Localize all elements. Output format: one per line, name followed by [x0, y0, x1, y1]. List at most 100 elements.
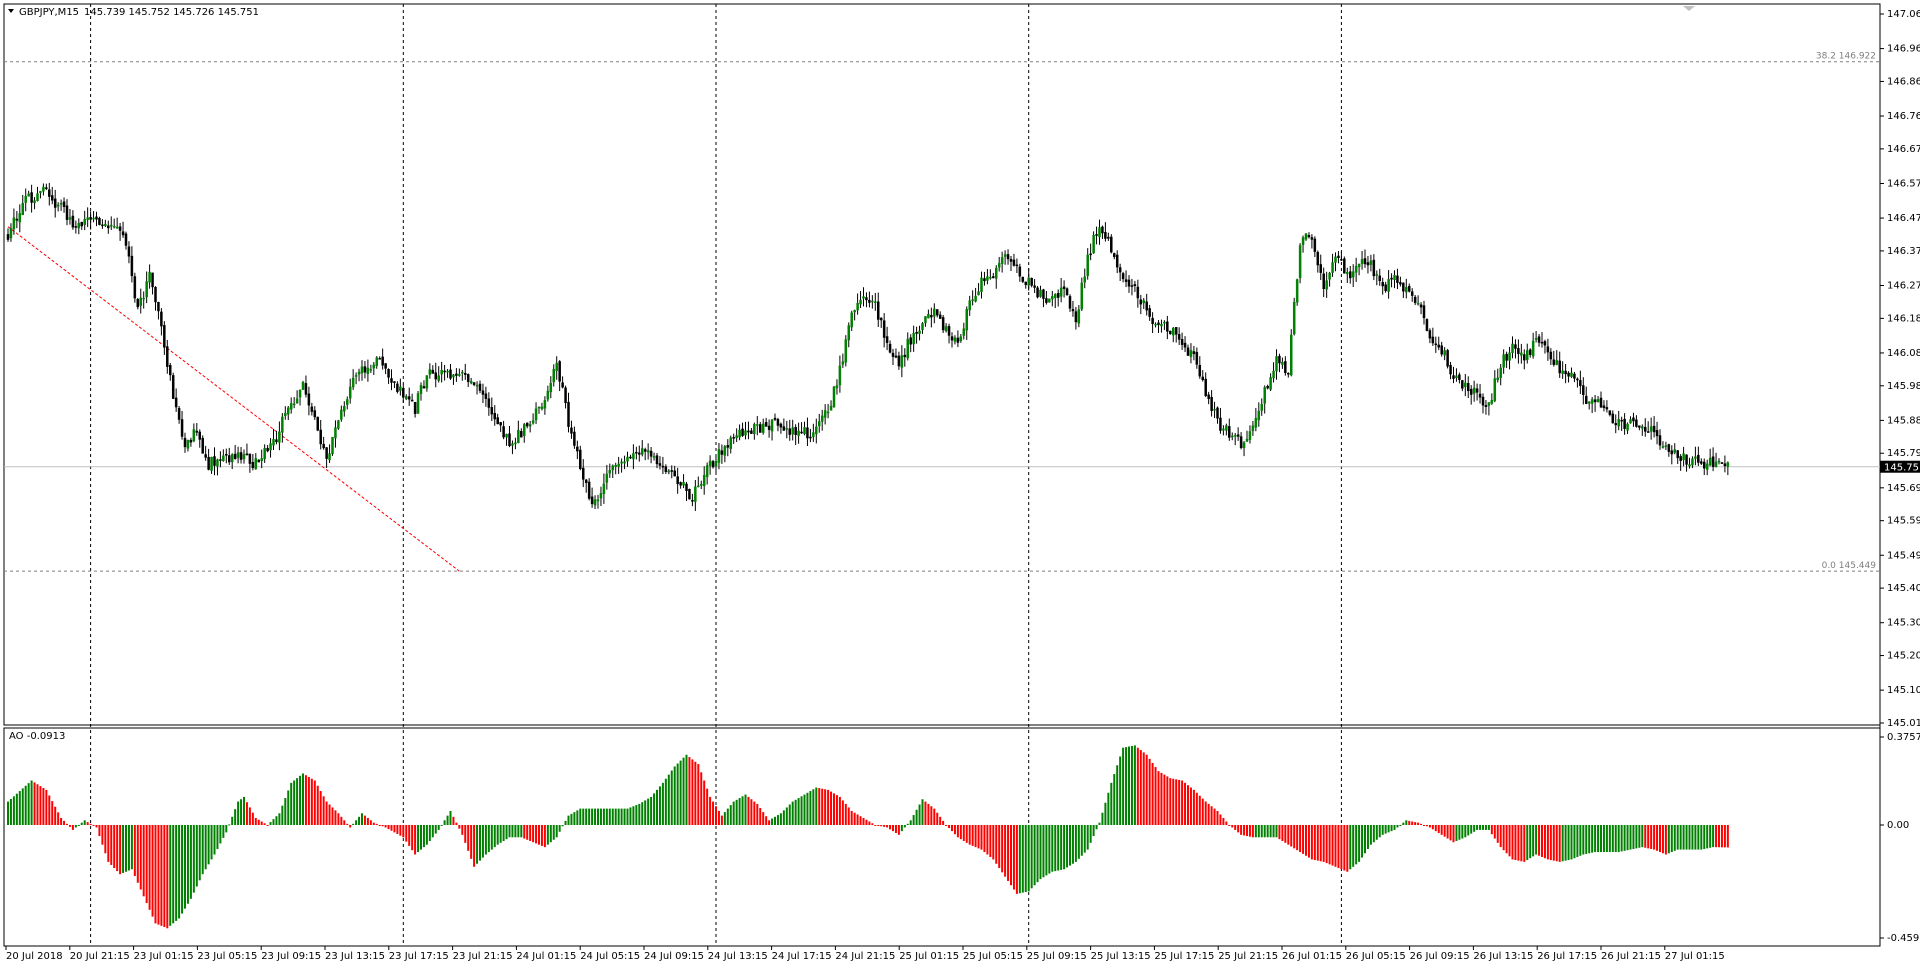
ao-bar	[77, 825, 80, 826]
ao-bar	[824, 789, 827, 825]
ao-bar	[130, 825, 133, 870]
ao-bar	[965, 825, 968, 843]
candle	[1145, 293, 1148, 316]
candle	[1233, 432, 1237, 446]
candle	[523, 422, 526, 443]
candle	[549, 376, 553, 399]
candle	[540, 402, 544, 411]
time-tick-label: 25 Jul 17:15	[1154, 951, 1214, 962]
ao-bar	[1597, 825, 1600, 853]
candle	[1458, 372, 1461, 384]
candle	[593, 495, 597, 510]
ao-bar	[856, 814, 859, 825]
chart-shift-marker-icon[interactable]	[1683, 6, 1695, 11]
candle	[596, 494, 600, 509]
ao-bar	[535, 825, 538, 844]
ao-bar	[127, 825, 130, 871]
ao-bar	[1617, 825, 1620, 853]
candle	[354, 372, 358, 385]
ao-bar	[1305, 825, 1307, 856]
chart-menu-triangle-icon[interactable]	[8, 9, 14, 13]
candle	[304, 375, 308, 398]
candle	[281, 413, 284, 443]
ao-bar	[514, 825, 517, 838]
candle	[1071, 300, 1075, 317]
ao-bar	[1051, 825, 1054, 872]
candle	[298, 389, 302, 406]
time-tick-label: 25 Jul 21:15	[1218, 951, 1278, 962]
ao-bar	[691, 759, 694, 825]
ao-bar	[1266, 825, 1269, 838]
candle	[1467, 376, 1470, 398]
candle	[708, 455, 712, 475]
candle	[1708, 448, 1712, 467]
candle	[1570, 367, 1573, 378]
ao-bar	[1343, 825, 1346, 871]
time-axis[interactable]: 20 Jul 2018 20 Jul 21:15 23 Jul 01:15 23 Ju…	[5, 946, 1725, 962]
ao-bar	[1095, 825, 1098, 830]
candle	[107, 220, 110, 234]
ao-bar	[278, 813, 281, 825]
candle	[1269, 373, 1272, 392]
candle	[163, 321, 166, 355]
candle	[1558, 351, 1561, 378]
candle	[906, 332, 909, 361]
candle	[741, 422, 744, 437]
ao-bar	[1302, 825, 1305, 854]
ao-tick-label: 0.3757	[1887, 732, 1920, 743]
candle	[791, 419, 794, 441]
ao-bar	[384, 825, 387, 828]
ao-bar	[948, 825, 951, 829]
candle	[384, 363, 387, 375]
candle	[289, 397, 293, 414]
ao-bar	[1467, 825, 1470, 836]
ao-bar	[189, 825, 192, 899]
candle	[918, 325, 921, 341]
candle	[1402, 282, 1405, 298]
price-tick-label: 145.105	[1887, 685, 1920, 696]
candle	[882, 313, 886, 348]
price-tick-label: 146.470	[1887, 213, 1920, 224]
candle	[1083, 268, 1086, 289]
ao-bar	[1325, 825, 1328, 864]
candle	[1384, 281, 1387, 293]
ao-bar	[420, 825, 422, 850]
candle	[222, 449, 225, 462]
ao-bar	[481, 825, 484, 858]
ao-bar	[39, 786, 42, 825]
candle	[239, 446, 243, 464]
candle	[1242, 441, 1246, 457]
ao-bar	[110, 825, 113, 865]
ao-bar	[1673, 825, 1676, 851]
ao-bar	[738, 798, 741, 825]
ao-bar	[366, 817, 369, 825]
candle	[711, 459, 715, 469]
ao-bar	[1650, 825, 1653, 849]
candle	[458, 368, 461, 377]
candle	[407, 387, 411, 406]
candle	[1219, 407, 1222, 434]
ao-bar	[1024, 825, 1027, 893]
ao-bar	[538, 825, 540, 845]
candle	[363, 361, 367, 379]
ao-bar	[1676, 825, 1679, 850]
ao-bar	[759, 808, 762, 825]
ao-bar	[980, 825, 983, 850]
price-axis[interactable]: 147.060 146.960 146.865 146.765 146.670 146.5…	[1880, 9, 1920, 729]
candle	[1051, 290, 1054, 307]
ao-bar	[582, 808, 585, 825]
candle	[638, 445, 641, 462]
ao-bar	[1092, 825, 1095, 837]
ao-bar	[1703, 825, 1706, 849]
ao-bar	[1691, 825, 1694, 850]
ao-bar	[1535, 825, 1538, 855]
candle	[971, 290, 974, 306]
candle	[410, 393, 414, 402]
candle	[1496, 368, 1499, 383]
ao-bar	[160, 825, 163, 926]
candle	[405, 394, 408, 401]
candle	[525, 422, 529, 429]
ao-bar	[1145, 754, 1148, 825]
